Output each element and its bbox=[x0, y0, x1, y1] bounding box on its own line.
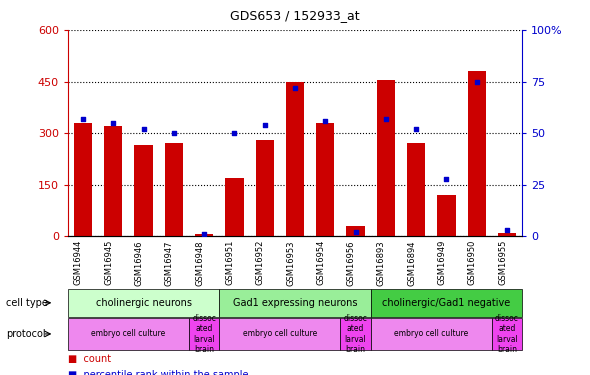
Text: GSM16947: GSM16947 bbox=[165, 240, 174, 285]
Bar bbox=[255, 140, 274, 236]
Text: GSM16953: GSM16953 bbox=[286, 240, 295, 285]
Text: ■  percentile rank within the sample: ■ percentile rank within the sample bbox=[68, 370, 248, 375]
Point bbox=[260, 122, 270, 128]
Text: cholinergic neurons: cholinergic neurons bbox=[96, 298, 192, 308]
Point bbox=[442, 176, 451, 181]
Text: embryo cell culture: embryo cell culture bbox=[91, 330, 166, 339]
Text: protocol: protocol bbox=[6, 329, 45, 339]
Bar bbox=[104, 126, 122, 236]
Bar bbox=[225, 178, 244, 236]
Point bbox=[502, 227, 512, 233]
Text: ■  count: ■ count bbox=[68, 354, 111, 364]
Point bbox=[381, 116, 391, 122]
Text: cell type: cell type bbox=[6, 298, 48, 308]
Text: GSM16956: GSM16956 bbox=[346, 240, 356, 285]
Point bbox=[411, 126, 421, 132]
Point bbox=[139, 126, 148, 132]
Bar bbox=[286, 82, 304, 236]
Bar bbox=[165, 144, 183, 236]
Text: Gad1 expressing neurons: Gad1 expressing neurons bbox=[232, 298, 358, 308]
Text: cholinergic/Gad1 negative: cholinergic/Gad1 negative bbox=[382, 298, 510, 308]
Point bbox=[320, 118, 330, 124]
Text: GSM16944: GSM16944 bbox=[74, 240, 83, 285]
Text: dissoc
ated
larval
brain: dissoc ated larval brain bbox=[495, 314, 519, 354]
Point bbox=[230, 130, 239, 136]
Text: GSM16948: GSM16948 bbox=[195, 240, 204, 285]
Text: dissoc
ated
larval
brain: dissoc ated larval brain bbox=[192, 314, 216, 354]
Text: GSM16945: GSM16945 bbox=[104, 240, 113, 285]
Text: GSM16946: GSM16946 bbox=[135, 240, 143, 285]
Point bbox=[351, 229, 360, 235]
Point bbox=[78, 116, 88, 122]
Point bbox=[472, 79, 481, 85]
Text: GSM16954: GSM16954 bbox=[316, 240, 325, 285]
Text: GSM16893: GSM16893 bbox=[377, 240, 386, 286]
Bar bbox=[135, 145, 153, 236]
Text: GSM16951: GSM16951 bbox=[225, 240, 234, 285]
Bar bbox=[377, 80, 395, 236]
Bar bbox=[74, 123, 92, 236]
Text: GSM16955: GSM16955 bbox=[498, 240, 507, 285]
Point bbox=[290, 85, 300, 91]
Text: GSM16894: GSM16894 bbox=[407, 240, 416, 285]
Text: embryo cell culture: embryo cell culture bbox=[242, 330, 317, 339]
Bar bbox=[498, 233, 516, 236]
Point bbox=[169, 130, 179, 136]
Text: GSM16952: GSM16952 bbox=[255, 240, 265, 285]
Bar bbox=[316, 123, 335, 236]
Text: GSM16949: GSM16949 bbox=[437, 240, 447, 285]
Point bbox=[199, 231, 209, 237]
Point bbox=[109, 120, 118, 126]
Text: GSM16950: GSM16950 bbox=[468, 240, 477, 285]
Bar bbox=[346, 226, 365, 236]
Bar bbox=[437, 195, 455, 236]
Bar bbox=[195, 234, 213, 236]
Text: embryo cell culture: embryo cell culture bbox=[394, 330, 468, 339]
Bar bbox=[468, 71, 486, 236]
Text: dissoc
ated
larval
brain: dissoc ated larval brain bbox=[343, 314, 368, 354]
Text: GDS653 / 152933_at: GDS653 / 152933_at bbox=[230, 9, 360, 22]
Bar bbox=[407, 144, 425, 236]
